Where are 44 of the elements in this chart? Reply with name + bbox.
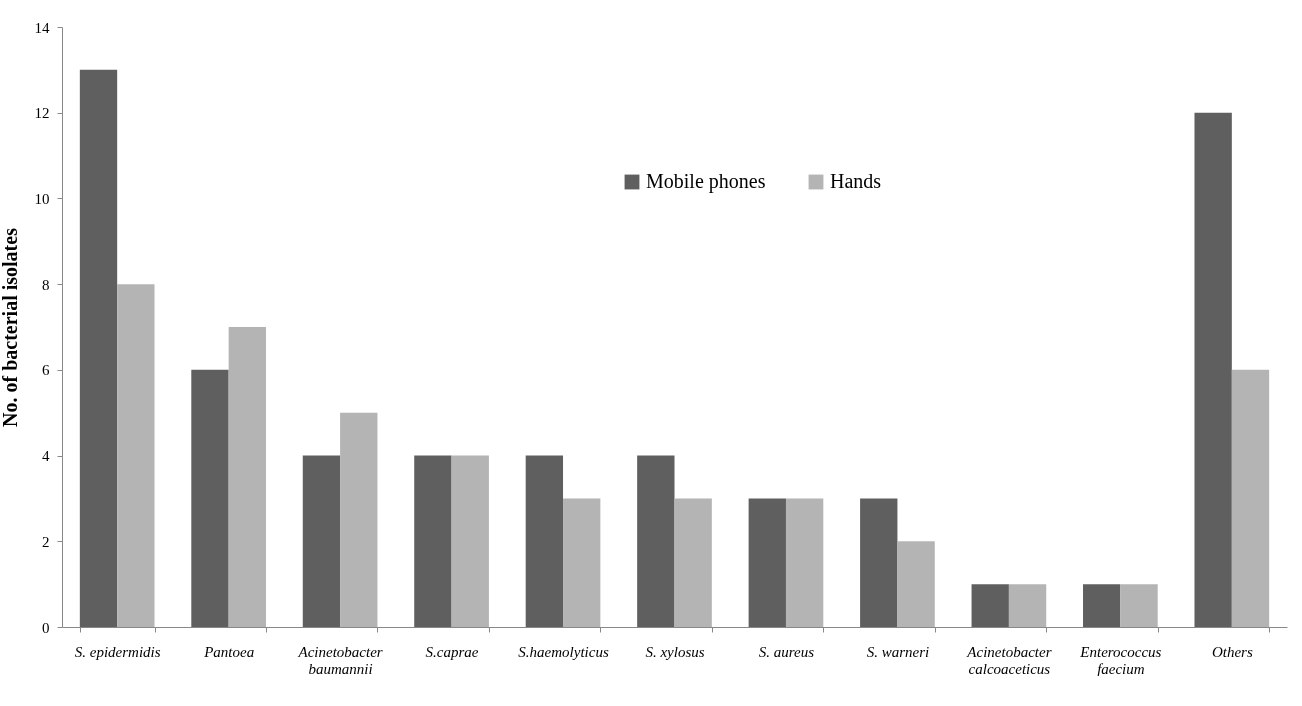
x-tick-label: S. aureus [758, 643, 815, 660]
bar [340, 412, 378, 627]
x-tick-label: S.haemolyticus [518, 643, 609, 660]
x-tick-label: Acinetobacter calcoaceticus [966, 643, 1052, 677]
bar [228, 327, 266, 627]
x-tick-label: S.caprae [425, 643, 479, 660]
bar [451, 455, 489, 627]
bar [1231, 369, 1270, 627]
y-tick-label: 6 [42, 362, 50, 379]
bar [971, 584, 1009, 627]
y-tick-label: 14 [34, 19, 50, 36]
bar [414, 455, 452, 627]
x-tick-label: S. epidermidis [74, 643, 161, 660]
y-tick-label: 10 [34, 190, 50, 207]
bar [897, 541, 935, 627]
bar [1083, 584, 1121, 627]
x-tick-label: Pantoea [203, 643, 255, 660]
bar [1120, 584, 1158, 627]
bar [525, 455, 564, 627]
bar [674, 498, 712, 627]
bar [1194, 112, 1232, 627]
legend-label: Hands [830, 170, 882, 192]
bar [191, 369, 229, 627]
x-tick-label: S. xylosus [645, 643, 705, 660]
x-tick-label: Acinetobacter baumannii [297, 643, 383, 677]
bar [1008, 584, 1047, 627]
y-axis-title: No. of bacterial isolates [0, 227, 21, 427]
bar [117, 284, 155, 627]
bar [563, 498, 601, 627]
y-tick-label: 12 [34, 105, 50, 122]
bar [79, 69, 118, 627]
x-tick-label: Enterococcus faecium [1079, 643, 1162, 677]
legend-label: Mobile phones [646, 170, 766, 193]
bar [748, 498, 786, 627]
x-tick-label: S. warneri [866, 643, 930, 660]
bar [785, 498, 824, 627]
x-tick-label: Others [1211, 643, 1253, 660]
y-tick-label: 8 [42, 276, 50, 293]
bar [302, 455, 341, 627]
bar [860, 498, 898, 627]
y-tick-label: 4 [42, 448, 50, 465]
y-tick-label: 0 [42, 619, 50, 636]
y-tick-label: 2 [42, 533, 50, 550]
bar [637, 455, 675, 627]
